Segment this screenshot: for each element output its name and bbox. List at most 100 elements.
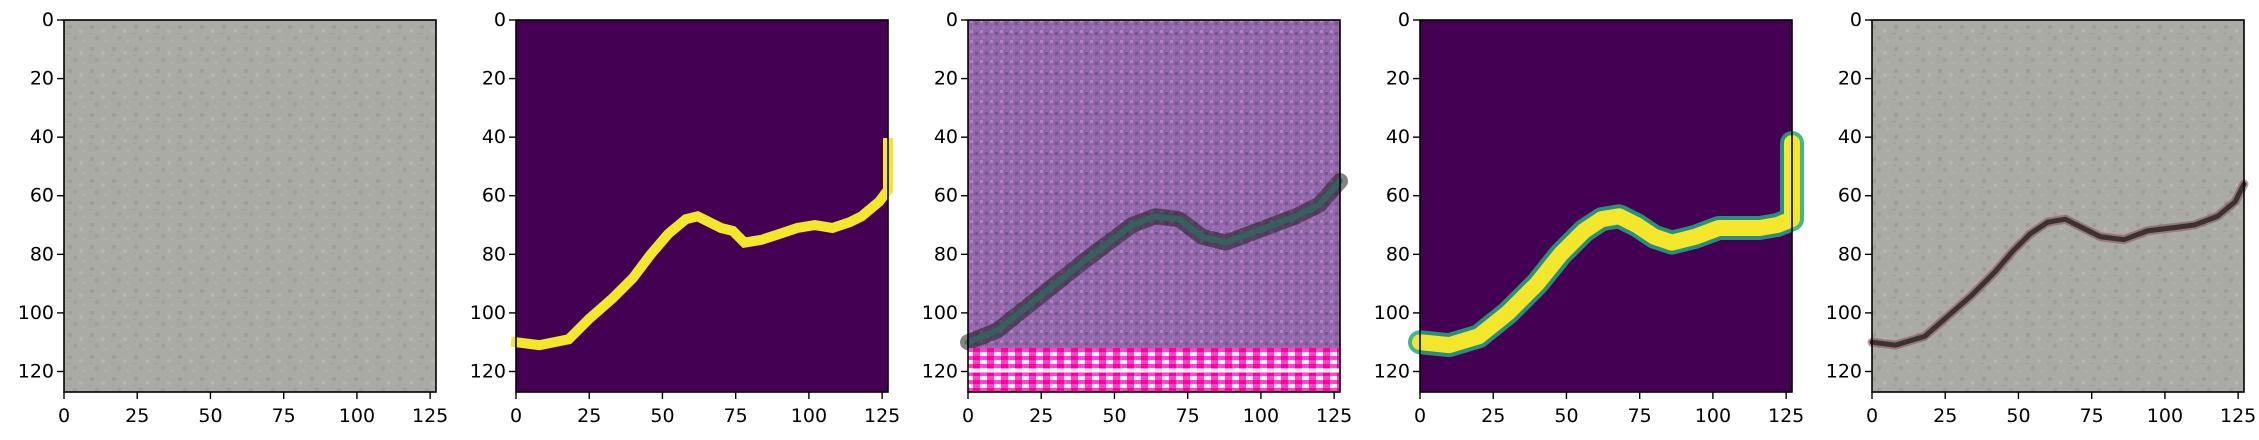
y-tick-label: 40	[934, 126, 958, 148]
y-tick-label: 0	[494, 9, 506, 31]
panel-composite-overlay-overlay	[1867, 20, 2249, 392]
y-tick-label: 120	[18, 360, 54, 382]
x-tick-label: 100	[1243, 405, 1279, 427]
y-tick-label: 20	[934, 68, 958, 90]
x-tick-label: 100	[2147, 405, 2183, 427]
y-tick-label: 20	[1838, 68, 1862, 90]
x-tick-label: 75	[724, 405, 748, 427]
x-tick-label: 125	[864, 405, 900, 427]
x-tick-label: 75	[1628, 405, 1652, 427]
panel-ground-truth-mask-x-axis: 0 25 50 75 100 125	[510, 392, 900, 427]
y-tick-label: 80	[30, 243, 54, 265]
predicted-crack	[1412, 135, 1800, 354]
generated-crack	[965, 178, 1343, 346]
y-tick-label: 100	[470, 302, 506, 324]
panel-generated-texture-y-axis: 0 20 40 60 80 100 120	[922, 9, 968, 382]
y-tick-label: 120	[470, 360, 506, 382]
panel-generated-texture-frame	[967, 19, 1341, 393]
y-tick-label: 80	[1838, 243, 1862, 265]
x-tick-label: 100	[1695, 405, 1731, 427]
composite-crack	[1869, 181, 2247, 348]
stone-haze	[64, 20, 436, 392]
y-tick-label: 20	[30, 68, 54, 90]
x-tick-label: 50	[198, 405, 222, 427]
y-tick-label: 20	[482, 68, 506, 90]
y-tick-label: 80	[1386, 243, 1410, 265]
y-tick-label: 0	[946, 9, 958, 31]
x-tick-label: 125	[1316, 405, 1352, 427]
panel-generated-texture-x-axis: 0 25 50 75 100 125	[962, 392, 1352, 427]
panel-generated-texture: 0 25 50 75 100 125 0 20 40 60 80 100 120	[922, 9, 1353, 427]
panel-predicted-mask: 0 25 50 75 100 125 0 20 40 60 80 100 120	[1374, 9, 1805, 427]
y-tick-label: 80	[482, 243, 506, 265]
panel-ground-truth-mask: 0 25 50 75 100 125 0 20 40 60 80 100 120	[470, 9, 901, 427]
x-tick-label: 25	[577, 405, 601, 427]
panel-composite-overlay-y-axis: 0 20 40 60 80 100 120	[1826, 9, 1872, 382]
panel-composite-overlay-x-axis: 0 25 50 75 100 125	[1866, 392, 2256, 427]
x-tick-label: 25	[1933, 405, 1957, 427]
generated-tint	[968, 20, 1340, 392]
y-tick-label: 60	[934, 185, 958, 207]
x-tick-label: 0	[1414, 405, 1426, 427]
panel-composite-overlay: 0 25 50 75 100 125 0 20 40 60 80 100 120	[1826, 9, 2257, 427]
y-tick-label: 20	[1386, 68, 1410, 90]
y-tick-label: 0	[42, 9, 54, 31]
x-tick-label: 100	[339, 405, 375, 427]
y-tick-label: 120	[1374, 360, 1410, 382]
y-tick-label: 40	[1838, 126, 1862, 148]
x-tick-label: 75	[1176, 405, 1200, 427]
panel-ground-truth-mask-y-axis: 0 20 40 60 80 100 120	[470, 9, 516, 382]
ground-truth-crack	[510, 138, 893, 351]
y-tick-label: 40	[1386, 126, 1410, 148]
y-tick-label: 60	[30, 185, 54, 207]
y-tick-label: 100	[18, 302, 54, 324]
panel-predicted-mask-x-axis: 0 25 50 75 100 125	[1414, 392, 1804, 427]
x-tick-label: 0	[58, 405, 70, 427]
x-tick-label: 50	[1554, 405, 1578, 427]
y-tick-label: 60	[482, 185, 506, 207]
panel-predicted-mask-frame	[1419, 19, 1793, 393]
y-tick-label: 0	[1398, 9, 1410, 31]
panel-input-photo-image	[64, 20, 436, 392]
y-tick-label: 100	[922, 302, 958, 324]
panel-ground-truth-mask-overlay	[510, 138, 893, 351]
y-tick-label: 40	[482, 126, 506, 148]
x-tick-label: 125	[412, 405, 448, 427]
generated-white-line	[968, 368, 1340, 373]
panel-input-photo-x-axis: 0 25 50 75 100 125	[58, 392, 448, 427]
x-tick-label: 25	[1029, 405, 1053, 427]
panel-ground-truth-mask-frame	[515, 19, 889, 393]
x-tick-label: 125	[2220, 405, 2256, 427]
x-tick-label: 25	[1481, 405, 1505, 427]
x-tick-label: 0	[962, 405, 974, 427]
x-tick-label: 50	[2006, 405, 2030, 427]
panel-input-photo: 0 25 50 75 100 125 0 20 40 60 80 100 120	[18, 9, 449, 427]
x-tick-label: 25	[125, 405, 149, 427]
x-tick-label: 50	[1102, 405, 1126, 427]
x-tick-label: 0	[1866, 405, 1878, 427]
y-tick-label: 40	[30, 126, 54, 148]
x-tick-label: 0	[510, 405, 522, 427]
panel-input-photo-overlay	[64, 20, 436, 392]
x-tick-label: 75	[2080, 405, 2104, 427]
y-tick-label: 100	[1826, 302, 1862, 324]
panel-input-photo-frame	[63, 19, 437, 393]
y-tick-label: 120	[922, 360, 958, 382]
x-tick-label: 75	[272, 405, 296, 427]
panel-composite-overlay-frame	[1871, 19, 2245, 393]
x-tick-label: 100	[791, 405, 827, 427]
y-tick-label: 100	[1374, 302, 1410, 324]
panel-input-photo-y-axis: 0 20 40 60 80 100 120	[18, 9, 64, 382]
x-tick-label: 50	[650, 405, 674, 427]
panel-predicted-mask-overlay	[1408, 131, 1804, 358]
y-tick-label: 0	[1850, 9, 1862, 31]
panel-generated-texture-overlay	[960, 20, 1348, 392]
y-tick-label: 60	[1386, 185, 1410, 207]
panel-generated-texture-image	[968, 20, 1340, 392]
y-tick-label: 80	[934, 243, 958, 265]
y-tick-label: 60	[1838, 185, 1862, 207]
panel-predicted-mask-y-axis: 0 20 40 60 80 100 120	[1374, 9, 1420, 382]
y-tick-label: 120	[1826, 360, 1862, 382]
x-tick-label: 125	[1768, 405, 1804, 427]
